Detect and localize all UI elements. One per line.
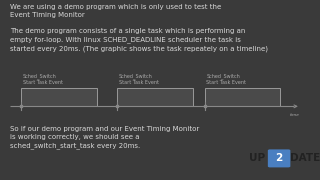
Text: Sched_Switch
Start Task Event: Sched_Switch Start Task Event [23,74,63,85]
Text: DATE: DATE [290,153,320,163]
Bar [117,88,193,106]
Text: time: time [289,113,299,117]
Text: Sched_Switch
Start Task Event: Sched_Switch Start Task Event [206,74,246,85]
Text: So if our demo program and our Event Timing Monitor
is working correctly, we sho: So if our demo program and our Event Tim… [10,126,199,149]
FancyBboxPatch shape [268,149,290,167]
Text: We are using a demo program which is only used to test the
Event Timing Monitor
: We are using a demo program which is onl… [10,4,268,52]
Bar [205,88,280,106]
Text: 2: 2 [276,153,283,163]
Bar [21,88,97,106]
Text: Sched_Switch
Start Task Event: Sched_Switch Start Task Event [119,74,159,85]
Text: UP: UP [249,153,265,163]
